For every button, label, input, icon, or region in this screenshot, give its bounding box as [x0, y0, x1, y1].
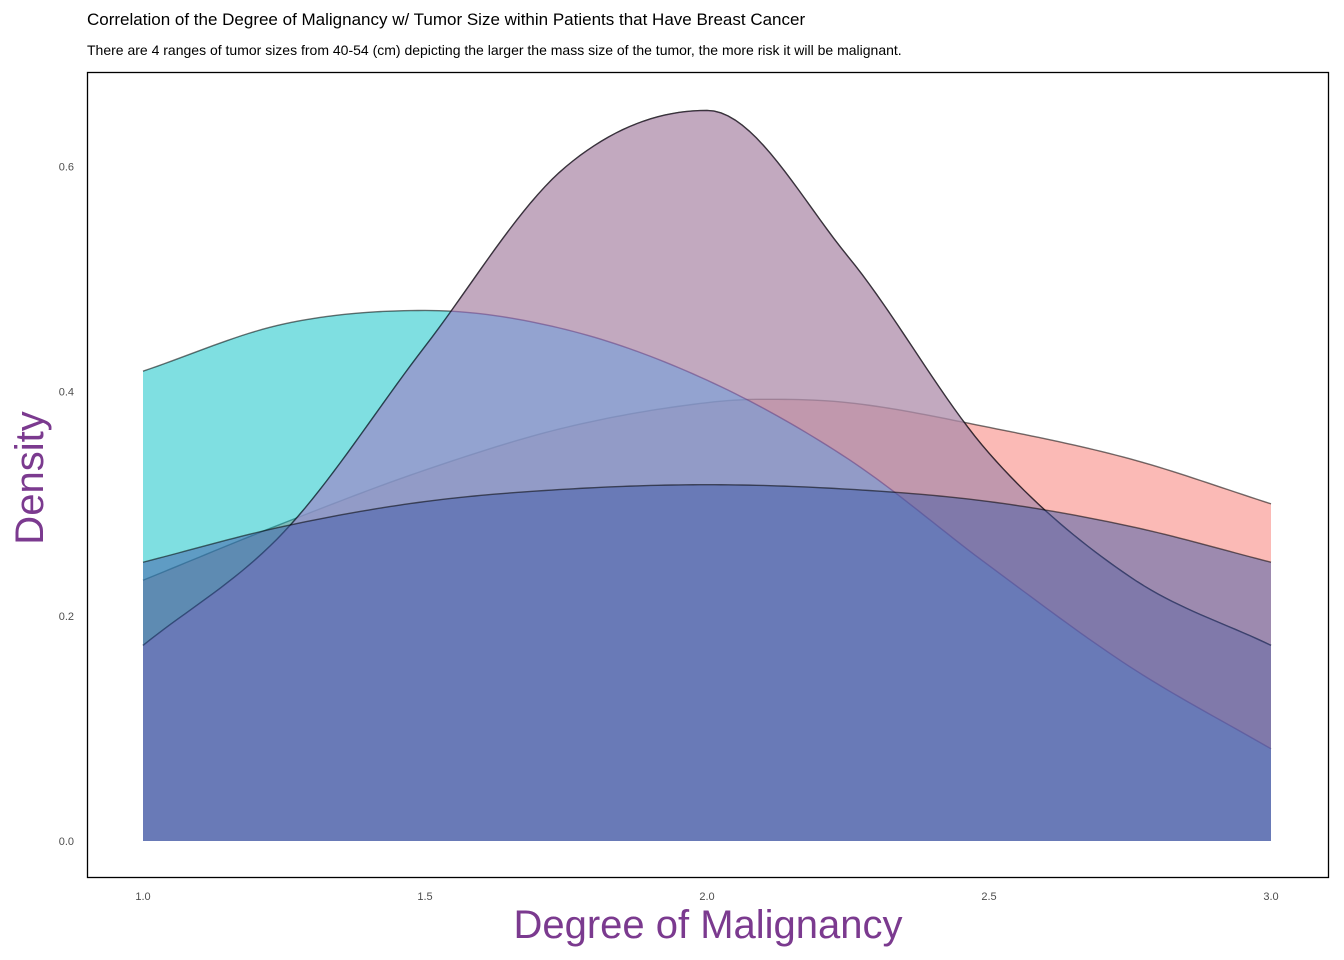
series-layer: [142, 109, 1272, 842]
y-axis-title: Density: [8, 411, 52, 544]
y-tick-label: 0.4: [59, 386, 74, 398]
y-axis-ticks: 0.0 0.2 0.4 0.6: [59, 162, 74, 848]
density-area-5: [143, 484, 1271, 841]
chart-title: Correlation of the Degree of Malignancy …: [87, 10, 806, 29]
y-tick-label: 0.6: [59, 162, 74, 174]
x-tick-label: 2.5: [981, 891, 996, 903]
x-tick-label: 1.5: [417, 891, 432, 903]
chart-subtitle: There are 4 ranges of tumor sizes from 4…: [87, 42, 902, 58]
x-axis-ticks: 1.0 1.5 2.0 2.5 3.0: [135, 891, 1278, 903]
x-tick-label: 3.0: [1263, 891, 1278, 903]
x-tick-label: 2.0: [699, 891, 714, 903]
plot-panel-border: [86, 71, 1330, 879]
x-axis-title: Degree of Malignancy: [513, 903, 902, 947]
y-tick-label: 0.0: [59, 836, 74, 848]
y-tick-label: 0.2: [59, 611, 74, 623]
x-tick-label: 1.0: [135, 891, 150, 903]
density-line-5: [142, 483, 1272, 563]
